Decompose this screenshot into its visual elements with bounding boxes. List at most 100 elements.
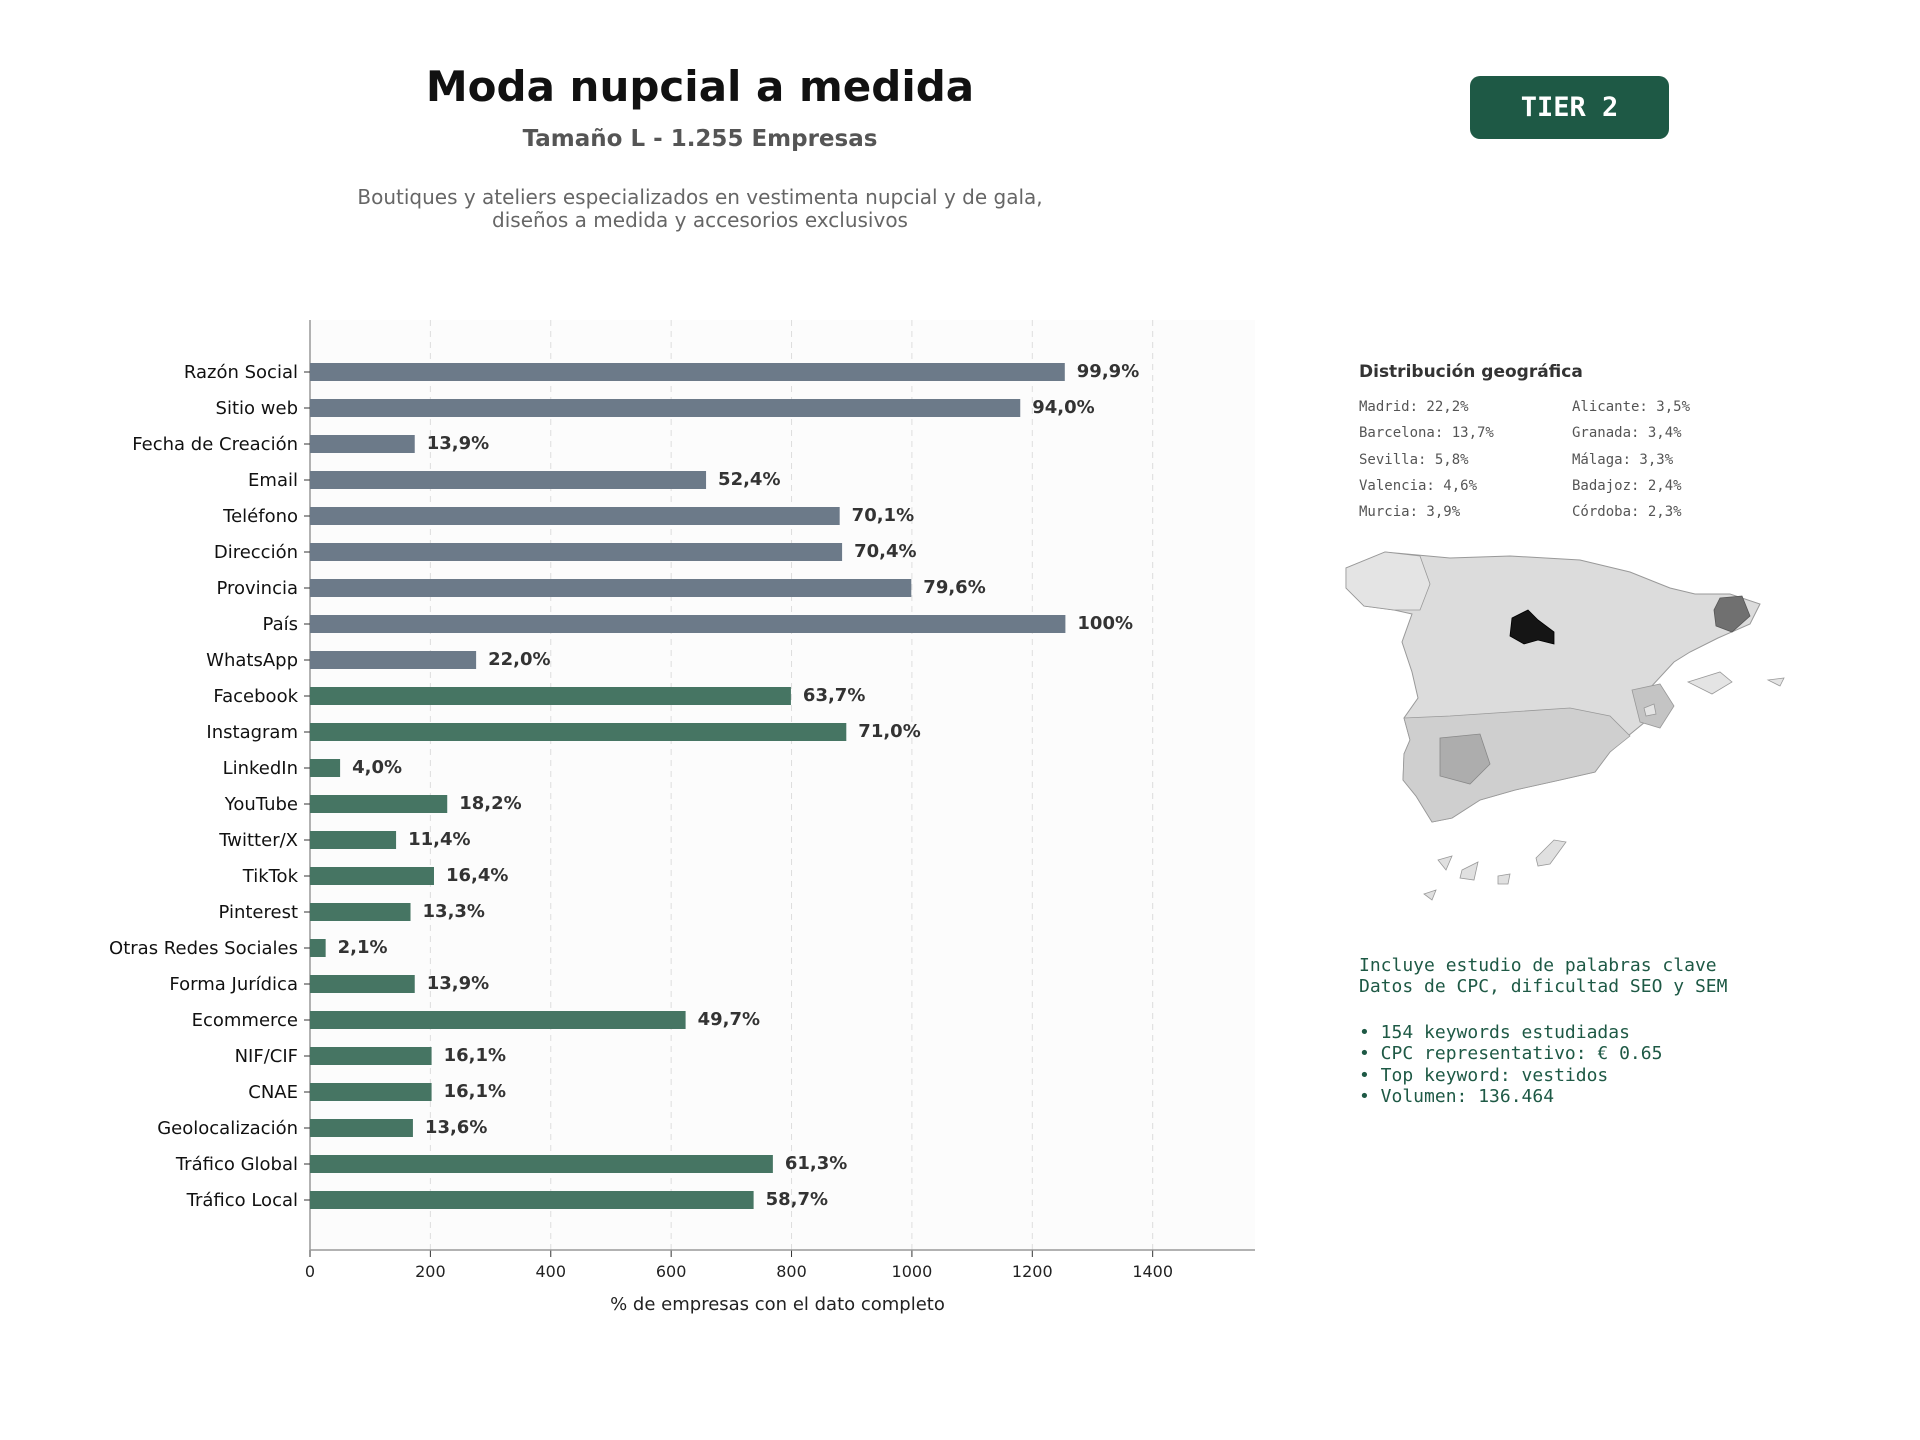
bar xyxy=(310,795,448,813)
bar xyxy=(310,1011,686,1029)
category-label: Provincia xyxy=(216,578,298,599)
data-label: 100% xyxy=(1077,613,1133,634)
bar xyxy=(310,1047,432,1065)
map-region-barcelona xyxy=(1713,595,1751,633)
map-region-galicia xyxy=(1345,551,1431,611)
x-tick-label: 400 xyxy=(535,1262,566,1281)
geo-distribution-title: Distribución geográfica xyxy=(1359,362,1583,382)
bar xyxy=(310,1119,413,1137)
bar xyxy=(310,831,397,849)
category-label: Razón Social xyxy=(184,362,298,383)
category-label: Ecommerce xyxy=(192,1010,298,1031)
data-label: 4,0% xyxy=(352,757,402,778)
map-region-sevilla xyxy=(1439,733,1491,785)
data-label: 79,6% xyxy=(923,577,985,598)
geo-item: Murcia: 3,9% xyxy=(1359,504,1461,521)
data-label: 2,1% xyxy=(338,937,388,958)
data-label: 13,6% xyxy=(425,1117,487,1138)
bar-chart: 0 200 400 600 800 1000 1200 1400 % de empresas c… xyxy=(109,320,1255,1315)
map-region-madrid xyxy=(1509,609,1555,645)
bar xyxy=(310,471,707,489)
bar xyxy=(310,867,434,885)
category-label: País xyxy=(263,614,298,635)
bar xyxy=(310,975,415,993)
data-label: 13,3% xyxy=(423,901,485,922)
bar xyxy=(310,1191,754,1209)
data-label: 13,9% xyxy=(427,973,489,994)
x-axis-label: % de empresas con el dato completo xyxy=(610,1294,945,1315)
category-label: LinkedIn xyxy=(223,758,298,779)
spain-map xyxy=(1345,551,1785,901)
data-label: 61,3% xyxy=(785,1153,847,1174)
category-label: Teléfono xyxy=(222,506,298,527)
tier-badge: TIER 2 xyxy=(1470,76,1669,139)
bar xyxy=(310,507,840,525)
category-label: Tráfico Global xyxy=(175,1154,298,1175)
bar xyxy=(310,687,791,705)
data-label: 49,7% xyxy=(698,1009,760,1030)
plot-area xyxy=(310,320,1255,1250)
category-label: TikTok xyxy=(242,866,299,887)
bar xyxy=(310,759,341,777)
category-label: CNAE xyxy=(248,1082,298,1103)
page-title: Moda nupcial a medida xyxy=(425,62,975,111)
category-label: WhatsApp xyxy=(206,650,298,671)
bar xyxy=(310,363,1065,381)
geo-item: Granada: 3,4% xyxy=(1572,425,1682,442)
geo-item: Córdoba: 2,3% xyxy=(1572,504,1682,521)
description-line-2: diseños a medida y accesorios exclusivos xyxy=(492,208,908,232)
data-label: 70,1% xyxy=(852,505,914,526)
bar xyxy=(310,939,326,957)
geo-item: Madrid: 22,2% xyxy=(1359,399,1469,415)
data-label: 58,7% xyxy=(766,1189,828,1210)
data-label: 16,1% xyxy=(444,1045,506,1066)
bar xyxy=(310,903,411,921)
keywords-intro-1: Incluye estudio de palabras clave xyxy=(1359,955,1717,976)
data-label: 22,0% xyxy=(488,649,550,670)
data-label: 18,2% xyxy=(459,793,521,814)
data-label: 94,0% xyxy=(1032,397,1094,418)
geo-item: Badajoz: 2,4% xyxy=(1572,477,1682,494)
bar xyxy=(310,543,843,561)
bar xyxy=(310,723,847,741)
keyword-bullet: • Top keyword: vestidos xyxy=(1359,1064,1609,1086)
keywords-intro-2: Datos de CPC, dificultad SEO y SEM xyxy=(1359,976,1728,997)
x-tick-label: 800 xyxy=(776,1262,807,1281)
data-label: 63,7% xyxy=(803,685,865,706)
page-subtitle: Tamaño L - 1.255 Empresas xyxy=(522,126,878,152)
category-label: Otras Redes Sociales xyxy=(109,938,298,959)
bar xyxy=(310,1083,432,1101)
category-label: Geolocalización xyxy=(157,1118,298,1139)
data-label: 16,1% xyxy=(444,1081,506,1102)
x-tick-label: 200 xyxy=(415,1262,446,1281)
category-label: Forma Jurídica xyxy=(169,974,298,995)
map-region-andalucia xyxy=(1402,707,1631,823)
data-label: 52,4% xyxy=(718,469,780,490)
category-label: Pinterest xyxy=(218,902,298,923)
data-label: 99,9% xyxy=(1077,361,1139,382)
data-label: 11,4% xyxy=(408,829,470,850)
data-label: 13,9% xyxy=(427,433,489,454)
description-line-1: Boutiques y ateliers especializados en v… xyxy=(357,185,1043,209)
geo-item: Alicante: 3,5% xyxy=(1572,399,1691,415)
bar xyxy=(310,399,1021,417)
category-label: Instagram xyxy=(206,722,298,743)
category-label: YouTube xyxy=(224,794,298,815)
geo-item: Sevilla: 5,8% xyxy=(1359,451,1469,468)
bar xyxy=(310,651,477,669)
keyword-bullet: • Volumen: 136.464 xyxy=(1359,1085,1555,1107)
geo-item: Barcelona: 13,7% xyxy=(1359,425,1494,442)
data-label: 70,4% xyxy=(854,541,916,562)
bar xyxy=(310,1155,773,1173)
bar xyxy=(310,579,912,597)
category-label: Dirección xyxy=(214,542,298,563)
data-label: 16,4% xyxy=(446,865,508,886)
x-tick-label: 1400 xyxy=(1132,1262,1173,1281)
category-label: Tráfico Local xyxy=(186,1190,298,1211)
category-label: Fecha de Creación xyxy=(132,434,298,455)
category-label: Email xyxy=(248,470,298,491)
category-label: NIF/CIF xyxy=(235,1046,298,1067)
data-label: 71,0% xyxy=(858,721,920,742)
keyword-bullet: • 154 keywords estudiadas xyxy=(1359,1022,1630,1043)
category-label: Facebook xyxy=(213,686,298,707)
